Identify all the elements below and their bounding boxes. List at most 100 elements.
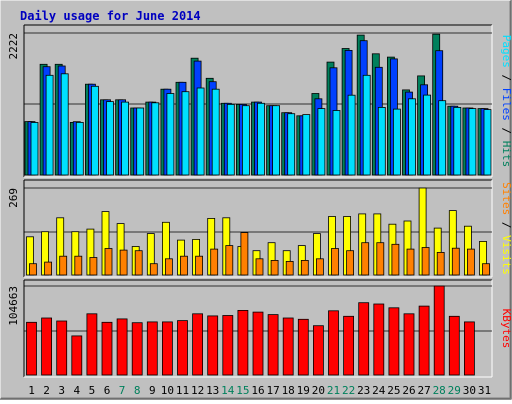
kbytes-bar-day-17 xyxy=(267,314,279,376)
kbytes-bar-day-29 xyxy=(448,315,460,376)
sites-bar-day-1 xyxy=(29,263,37,276)
pages-bar-day-5 xyxy=(91,85,99,176)
sites-bar-day-16 xyxy=(255,258,264,276)
x-tick-label-day-25: 25 xyxy=(387,384,400,397)
sites-bar-day-29 xyxy=(451,247,460,276)
x-tick-label-day-3: 3 xyxy=(58,384,65,397)
sites-bar-day-13 xyxy=(210,248,219,276)
kbytes-bar-day-4 xyxy=(71,335,83,376)
sites-bar-day-22 xyxy=(346,250,355,276)
sites-bar-day-2 xyxy=(44,261,52,276)
pages-bar-day-30 xyxy=(468,108,477,176)
pages-bar-day-23 xyxy=(362,74,371,176)
x-tick-label-day-9: 9 xyxy=(149,384,156,397)
pages-bar-day-14 xyxy=(226,104,235,176)
sites-series xyxy=(29,232,490,276)
kbytes-panel: 104663 KBytes xyxy=(7,279,512,378)
x-tick-label-day-7: 7 xyxy=(119,384,126,397)
sites-bar-day-17 xyxy=(270,259,279,276)
sites-bar-day-23 xyxy=(361,242,370,276)
x-tick-label-day-30: 30 xyxy=(463,384,476,397)
kbytes-bar-day-30 xyxy=(463,321,475,376)
x-tick-label-day-16: 16 xyxy=(251,384,264,397)
sites-bar-day-26 xyxy=(406,248,415,276)
kbytes-bar-day-13 xyxy=(207,315,219,376)
pages-bar-day-21 xyxy=(332,110,341,176)
kbytes-bar-day-26 xyxy=(403,313,415,376)
sites-visits-legend: Sites / Visits xyxy=(500,182,512,275)
legend-entry: Files xyxy=(500,88,512,121)
sites-bar-day-7 xyxy=(119,249,128,276)
sites-bar-day-5 xyxy=(89,257,98,276)
pages-bar-day-2 xyxy=(45,74,54,176)
pages-bar-day-13 xyxy=(211,88,220,176)
y-max-label: 104663 xyxy=(7,286,20,326)
x-tick-label-day-18: 18 xyxy=(282,384,295,397)
pages-bar-day-19 xyxy=(302,114,311,176)
kbytes-bar-day-21 xyxy=(328,310,339,376)
kbytes-bar-day-6 xyxy=(101,321,113,376)
sites-bar-day-21 xyxy=(331,248,339,276)
pages-bar-day-4 xyxy=(75,122,84,176)
x-tick-label-day-26: 26 xyxy=(402,384,415,397)
x-tick-label-day-24: 24 xyxy=(372,384,386,397)
x-tick-label-day-1: 1 xyxy=(28,384,35,397)
x-tick-label-day-12: 12 xyxy=(191,384,204,397)
sites-bar-day-8 xyxy=(134,250,143,276)
kbytes-bar-day-1 xyxy=(26,321,37,376)
kbytes-bar-day-15 xyxy=(237,309,249,376)
kbytes-bar-day-27 xyxy=(418,305,430,376)
kbytes-bar-day-24 xyxy=(373,303,385,376)
sites-bar-day-14 xyxy=(225,245,234,276)
pages-files-hits-legend: Pages / Files / Hits xyxy=(500,35,512,168)
sites-bar-day-12 xyxy=(195,255,204,276)
pages-bar-day-7 xyxy=(121,101,129,176)
pages-bar-day-18 xyxy=(287,113,296,176)
sites-bar-day-15 xyxy=(240,232,249,276)
pages-bar-day-6 xyxy=(106,101,114,176)
kbytes-bar-day-22 xyxy=(343,315,355,376)
pages-bar-day-28 xyxy=(438,100,447,176)
x-tick-label-day-11: 11 xyxy=(176,384,189,397)
kbytes-bar-day-7 xyxy=(116,318,128,376)
x-tick-label-day-14: 14 xyxy=(221,384,235,397)
kbytes-bar-day-5 xyxy=(86,313,98,376)
pages-bar-day-1 xyxy=(30,122,39,176)
x-axis-labels: 1 2 3 4 5 6 7 8 9 10 11 12 13 14 15 16 17 18 19 20 21 22 23 24 2… xyxy=(28,384,491,397)
legend-entry: / xyxy=(500,121,512,141)
legend-entry: KBytes xyxy=(500,309,512,349)
pages-files-hits-panel: 2222 Pages / Files / Hits xyxy=(7,24,512,178)
kbytes-bar-day-8 xyxy=(131,322,143,376)
y-max-label: 2222 xyxy=(7,33,20,60)
x-tick-label-day-19: 19 xyxy=(297,384,310,397)
x-tick-label-day-4: 4 xyxy=(73,384,80,397)
sites-bar-day-20 xyxy=(315,258,324,276)
sites-bar-day-11 xyxy=(180,255,188,276)
pages-bar-day-8 xyxy=(136,107,145,176)
x-tick-label-day-31: 31 xyxy=(478,384,491,397)
kbytes-bar-day-18 xyxy=(282,317,294,376)
pages-bar-day-26 xyxy=(408,98,416,176)
sites-bar-day-25 xyxy=(391,243,400,276)
kbytes-bar-day-23 xyxy=(358,302,370,376)
sites-bar-day-3 xyxy=(59,255,68,276)
pages-bar-day-27 xyxy=(423,94,432,176)
x-tick-label-day-21: 21 xyxy=(327,384,340,397)
kbytes-bar-day-16 xyxy=(252,311,264,376)
kbytes-bar-day-9 xyxy=(146,321,158,376)
sites-bar-day-6 xyxy=(104,248,113,276)
pages-bar-day-25 xyxy=(392,108,401,176)
kbytes-bar-day-28 xyxy=(433,285,445,376)
kbytes-bar-day-11 xyxy=(177,320,188,376)
x-tick-label-day-5: 5 xyxy=(89,384,96,397)
pages-bar-day-20 xyxy=(317,108,326,176)
x-tick-label-day-20: 20 xyxy=(312,384,325,397)
sites-bar-day-10 xyxy=(164,258,173,276)
kbytes-series xyxy=(26,285,475,376)
pages-bar-day-3 xyxy=(60,73,69,176)
x-tick-label-day-28: 28 xyxy=(433,384,446,397)
kbytes-bar-day-10 xyxy=(161,321,173,376)
sites-bar-day-28 xyxy=(436,251,445,276)
kbytes-bar-day-12 xyxy=(192,313,204,376)
